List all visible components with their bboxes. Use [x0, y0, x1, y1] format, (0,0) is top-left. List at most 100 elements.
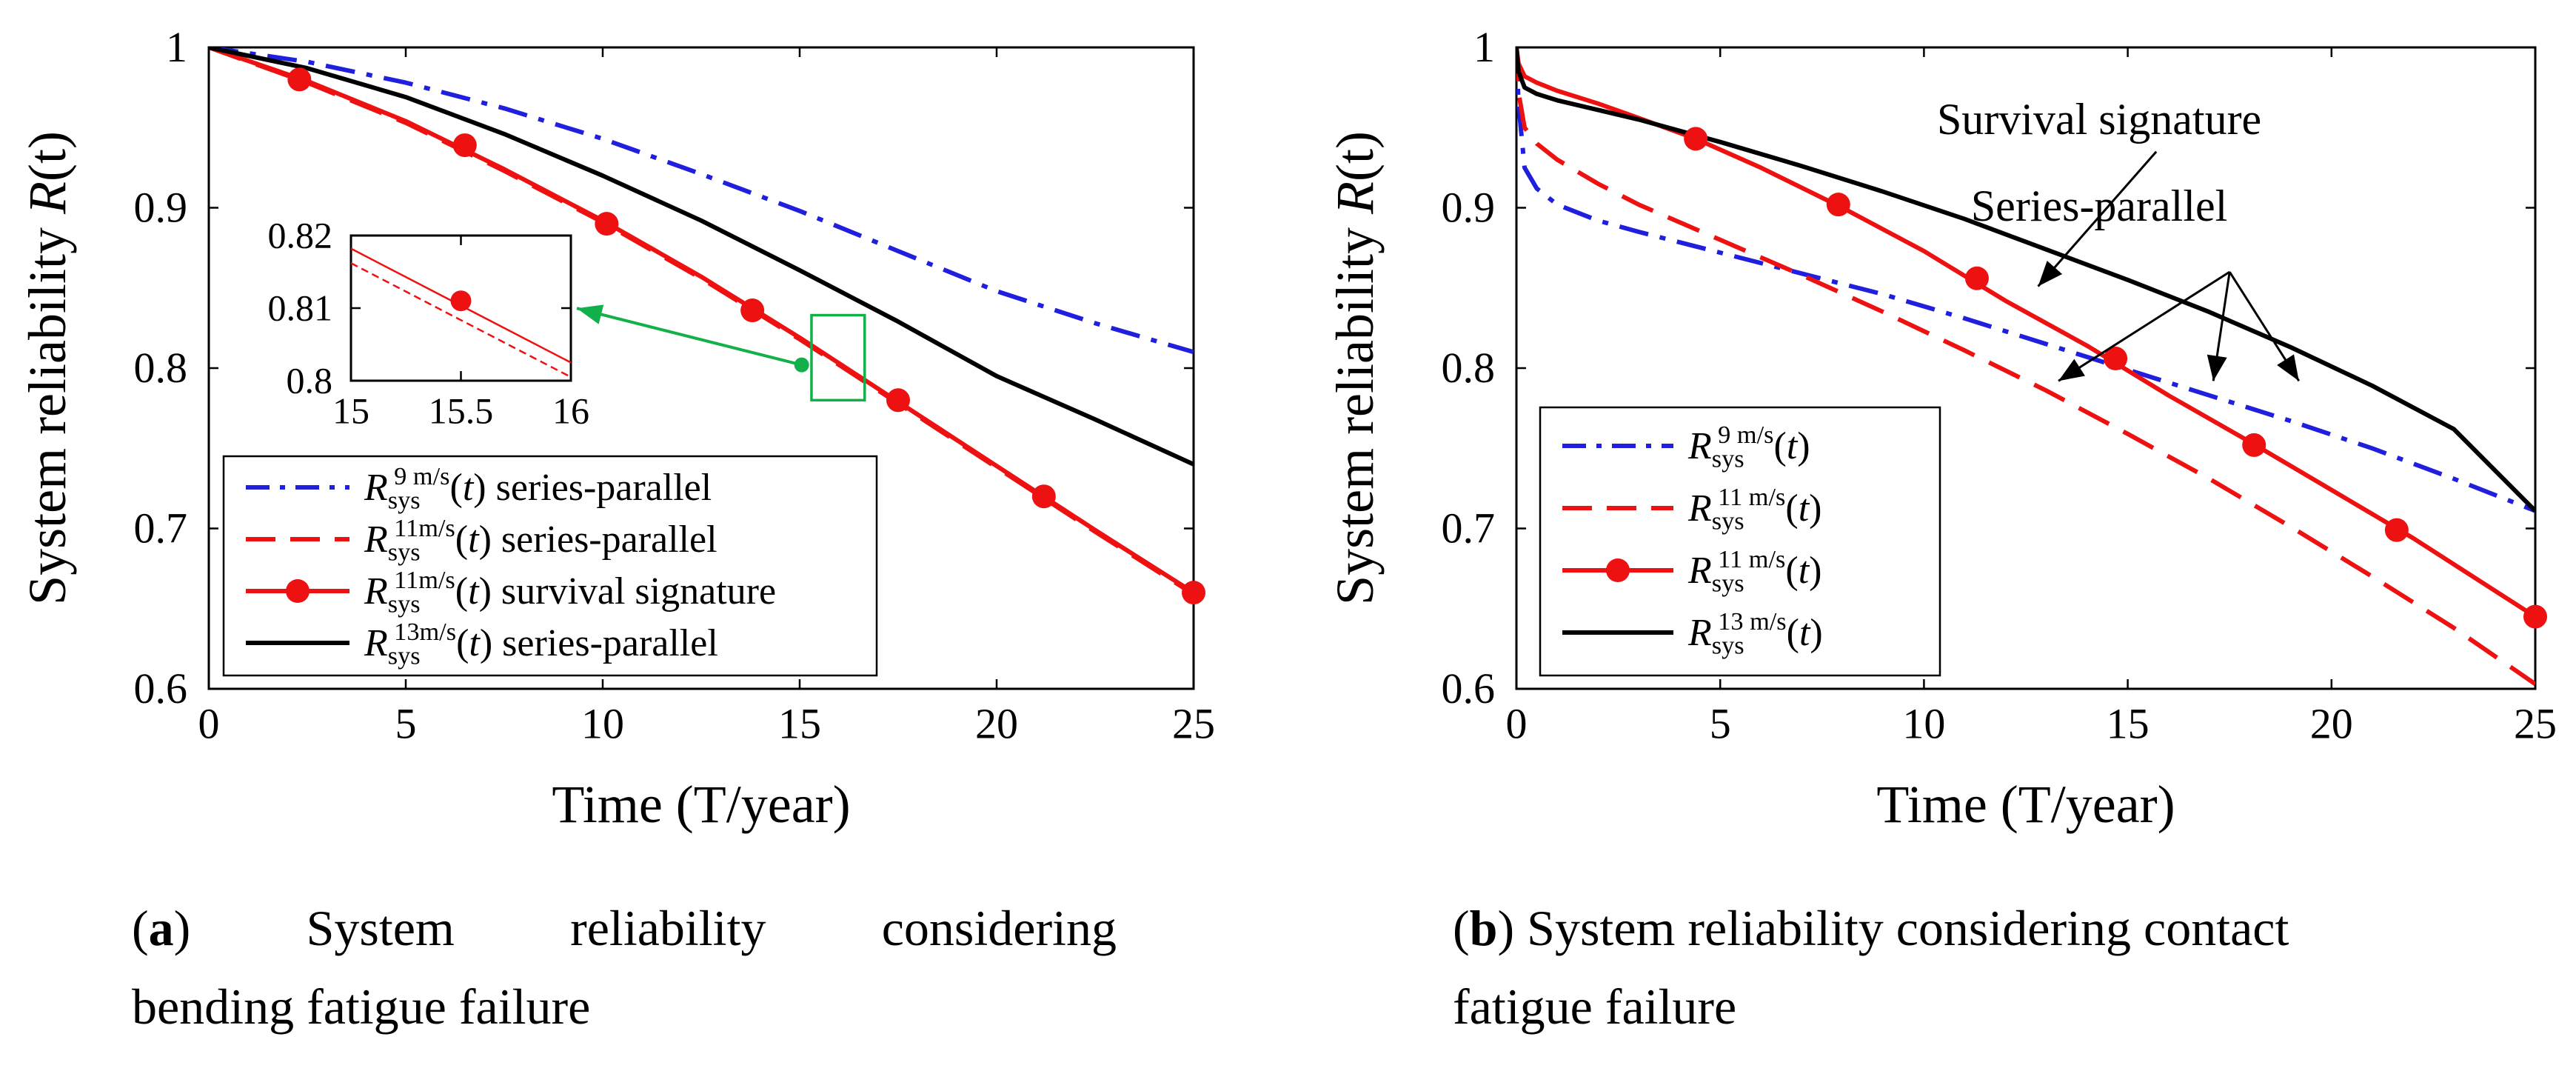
a-series-2-marker-0: [287, 67, 312, 92]
a-ylabel-var: R: [18, 181, 77, 215]
b-legend-var-2: R: [1687, 550, 1712, 592]
b-legend-var-0: R: [1687, 425, 1712, 467]
b-xtick-label-4: 20: [2310, 700, 2353, 748]
b-legend-close-1: ): [1809, 487, 1821, 530]
b-legend-label-1: Rsys11 m/s(t): [1687, 483, 1821, 535]
a-ytick-label-4: 1: [166, 23, 187, 71]
caption-b-label: (b): [1453, 900, 1515, 956]
a-legend-open-2: (: [455, 570, 468, 613]
a-legend-text-1: series-parallel: [492, 518, 717, 561]
a-legend-open-1: (: [455, 518, 468, 561]
a-legend-marker-2: [286, 579, 310, 603]
a-series-line-3: [209, 47, 1194, 467]
b-legend-label-3: Rsys13 m/s(t): [1687, 607, 1823, 659]
a-ytick-label-2: 0.8: [134, 344, 188, 392]
a-xtick-label-4: 20: [975, 700, 1018, 748]
b-legend-sub-0: sys: [1712, 444, 1744, 473]
b-legend-marker-2: [1606, 558, 1630, 582]
b-legend-open-0: (: [1773, 425, 1786, 467]
b-legend-sub-3: sys: [1712, 631, 1744, 659]
a-legend-close-3: ): [480, 622, 492, 664]
b-annotation-arrow-1-2: [2228, 271, 2301, 382]
a-legend-close-2: ): [479, 570, 492, 613]
a-xtick-label-5: 25: [1172, 700, 1215, 748]
b-series-line-0: [1516, 47, 2535, 513]
a-xtick-label-3: 15: [778, 700, 821, 748]
a-legend-sup-2: 11m/s: [394, 566, 455, 594]
a-legend-var-0: R: [364, 467, 388, 509]
b-series-2-marker-4: [2242, 433, 2266, 457]
b-legend-sub-1: sys: [1712, 507, 1744, 535]
b-annotation-text-1: Series-parallel: [1971, 181, 2228, 230]
a-legend-sub-0: sys: [388, 486, 421, 514]
b-series-2-marker-3: [2104, 347, 2128, 371]
a-legend-sup-1: 11m/s: [394, 514, 455, 542]
b-annotation-arrow-1-0: [2058, 270, 2231, 382]
caption-a-word-1: System: [306, 900, 455, 956]
a-inset-ytick-label-1: 0.81: [268, 287, 333, 329]
b-legend-close-2: ): [1809, 550, 1821, 592]
b-legend-sup-0: 9 m/s: [1718, 421, 1773, 449]
b-series-2-marker-0: [1684, 127, 1708, 151]
b-annotation-text-0: Survival signature: [1937, 95, 2261, 144]
b-ytick-label-0: 0.6: [1442, 664, 1496, 713]
caption-a-word-3: considering: [881, 900, 1117, 956]
b-ylabel-prefix: System reliability: [1325, 214, 1385, 605]
a-series-2-marker-2: [595, 212, 619, 236]
a-legend-label-2: Rsys11m/s(t) survival signature: [364, 566, 776, 618]
a-legend-open-0: (: [449, 467, 462, 509]
b-xlabel: Time (T/year): [1876, 775, 2175, 834]
caption-b-line2: fatigue failure: [1453, 978, 1737, 1035]
b-ylabel: System reliability R(t): [1325, 131, 1385, 605]
b-legend-argvar-2: t: [1799, 550, 1810, 592]
a-legend-argvar-1: t: [468, 518, 480, 561]
a-series-2-marker-3: [740, 298, 765, 323]
a-ylabel-suffix: (t): [18, 131, 77, 181]
a-xtick-label-0: 0: [198, 700, 220, 748]
a-series-2-marker-4: [886, 388, 910, 413]
a-xtick-label-1: 5: [395, 700, 417, 748]
b-series-2-marker-2: [1964, 266, 1989, 290]
a-legend-var-2: R: [364, 570, 388, 613]
a-inset-xtick-label-0: 15: [332, 390, 369, 432]
a-inset-ytick-label-0: 0.8: [287, 360, 333, 401]
a-xtick-label-2: 10: [581, 700, 624, 748]
b-series-2-marker-1: [1826, 193, 1850, 217]
a-ytick-label-1: 0.7: [134, 504, 188, 553]
a-legend-text-0: series-parallel: [486, 467, 712, 509]
b-legend-open-2: (: [1785, 550, 1798, 592]
caption-a-label: (a): [132, 900, 191, 956]
a-inset-xtick-label-1: 15.5: [429, 390, 494, 432]
a-legend-argvar-0: t: [463, 467, 475, 509]
b-xtick-label-5: 25: [2514, 700, 2557, 748]
b-ytick-label-1: 0.7: [1442, 504, 1496, 553]
caption-a-line2: bending fatigue failure: [132, 978, 591, 1035]
b-xtick-label-2: 10: [1902, 700, 1945, 748]
a-legend-sup-3: 13m/s: [394, 618, 456, 646]
b-legend-sub-2: sys: [1712, 569, 1744, 597]
a-ylabel-prefix: System reliability: [18, 214, 77, 605]
b-legend-label-2: Rsys11 m/s(t): [1687, 545, 1821, 597]
a-legend-label-0: Rsys9 m/s(t) series-parallel: [364, 462, 712, 514]
b-xtick-label-3: 15: [2107, 700, 2150, 748]
b-ylabel-var: R: [1325, 181, 1385, 215]
a-legend-label-1: Rsys11m/s(t) series-parallel: [364, 514, 717, 566]
a-series-group: [209, 47, 1194, 596]
caption-b-text: System reliability considering contact: [1514, 900, 2289, 956]
panel-a: 0 5 10 15 20 25 0.6 0.7 0.8 0.9 1 Time (T/year) Syst…: [18, 23, 1215, 834]
a-xlabel: Time (T/year): [552, 775, 850, 834]
b-annotation-arrow-0-0: [2037, 150, 2158, 287]
a-zoom-box: [810, 313, 866, 402]
a-series-2-marker-6: [1182, 581, 1205, 605]
a-legend-sub-2: sys: [388, 590, 421, 618]
b-legend-argvar-1: t: [1799, 487, 1810, 530]
b-annotation-arrow-1-1: [2207, 271, 2231, 381]
a-inset-ytick-label-2: 0.82: [268, 215, 333, 256]
a-inset-xtick-label-2: 16: [552, 390, 589, 432]
b-ytick-label-4: 1: [1473, 23, 1495, 71]
a-legend-label-3: Rsys13m/s(t) series-parallel: [364, 618, 718, 670]
a-legend-argvar-3: t: [469, 622, 481, 664]
b-legend-sup-2: 11 m/s: [1718, 545, 1785, 573]
a-legend-var-3: R: [364, 622, 388, 664]
